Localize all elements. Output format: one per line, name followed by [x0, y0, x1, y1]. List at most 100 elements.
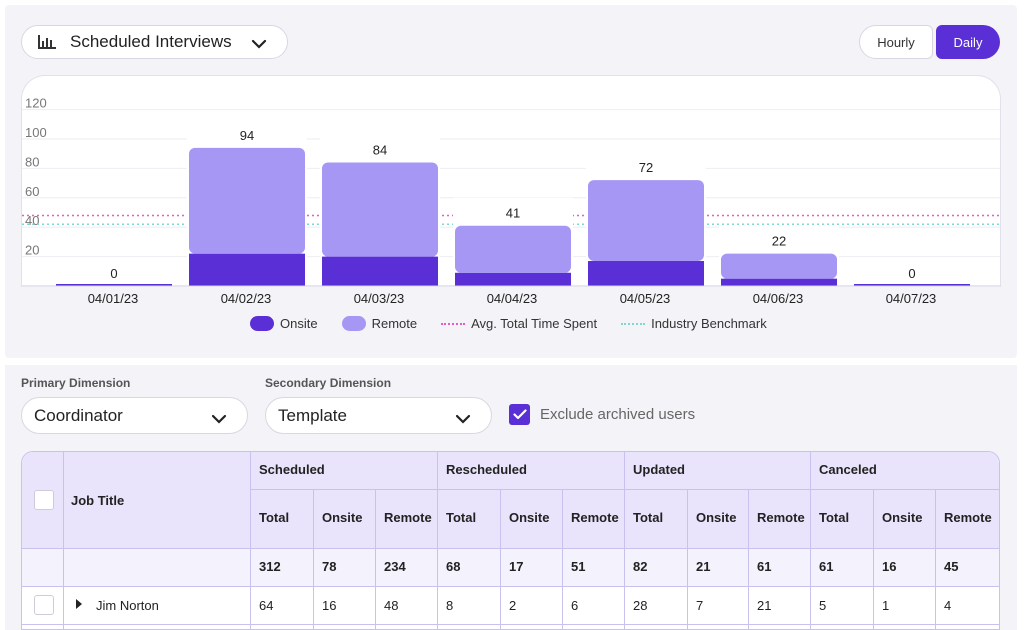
- table-cell: 21: [757, 598, 772, 613]
- job-title-header[interactable]: Job Title: [71, 492, 125, 508]
- row-job-title[interactable]: Jim Norton: [96, 598, 159, 613]
- remote-swatch: [341, 316, 366, 331]
- bar-total-label: 41: [506, 206, 520, 221]
- y-tick-label: 20: [25, 243, 39, 258]
- grid-line: [624, 489, 625, 629]
- group-header-updated: Updated: [633, 462, 685, 477]
- bar-onsite: [455, 272, 571, 286]
- x-tick-label: 04/02/23: [220, 291, 272, 306]
- expand-caret-icon[interactable]: [75, 599, 83, 609]
- totals-cell: 45: [944, 559, 959, 574]
- bar-total-label: 94: [240, 128, 254, 143]
- chevron-down-icon: [211, 409, 227, 429]
- totals-cell: 51: [571, 559, 586, 574]
- totals-cell: 17: [509, 559, 524, 574]
- column-header-remote[interactable]: Remote: [757, 510, 805, 525]
- totals-cell: 61: [757, 559, 772, 574]
- report-type-dropdown[interactable]: Scheduled Interviews: [21, 25, 288, 59]
- secondary-dimension-select[interactable]: Template: [265, 397, 492, 434]
- table-cell: 1: [882, 598, 890, 613]
- legend-remote-label: Remote: [371, 316, 418, 331]
- table-cell: 28: [633, 598, 648, 613]
- bar-empty: [854, 284, 970, 286]
- bar-remote: [721, 253, 837, 279]
- grid-line: [250, 489, 999, 490]
- hourly-toggle[interactable]: Hourly: [859, 25, 933, 59]
- column-header-total[interactable]: Total: [819, 510, 850, 525]
- x-tick-label: 04/06/23: [752, 291, 804, 306]
- column-header-onsite[interactable]: Onsite: [509, 510, 550, 525]
- bar-empty: [56, 284, 172, 286]
- legend-avg: Avg. Total Time Spent: [441, 316, 597, 331]
- daily-toggle[interactable]: Daily: [936, 25, 1000, 59]
- chart-legend: Onsite Remote Avg. Total Time Spent Indu…: [250, 316, 791, 331]
- totals-row: [22, 548, 999, 586]
- select-all-checkbox[interactable]: [34, 490, 54, 510]
- grid-line: [810, 489, 811, 629]
- table-cell: 64: [259, 598, 274, 613]
- column-header-onsite[interactable]: Onsite: [322, 510, 363, 525]
- column-header-total[interactable]: Total: [446, 510, 477, 525]
- x-tick-label: 04/05/23: [619, 291, 671, 306]
- report-table: Job Title Scheduled Rescheduled Updated …: [21, 451, 1000, 630]
- exclude-archived-checkbox[interactable]: Exclude archived users: [509, 404, 695, 425]
- legend-onsite: Onsite: [250, 316, 318, 331]
- table-header: [22, 452, 999, 548]
- column-header-remote[interactable]: Remote: [944, 510, 992, 525]
- checkbox-box: [34, 490, 54, 510]
- bar-total-label: 0: [908, 266, 915, 281]
- y-tick-label: 100: [25, 125, 47, 140]
- grid-line: [437, 452, 438, 548]
- x-tick-label: 04/01/23: [87, 291, 139, 306]
- y-tick-label: 60: [25, 184, 39, 199]
- grid-line: [624, 452, 625, 548]
- grid-line: [63, 452, 64, 629]
- grid-line: [748, 489, 749, 629]
- group-header-rescheduled: Rescheduled: [446, 462, 527, 477]
- table-cell: 4: [944, 598, 952, 613]
- bar-total-label: 0: [110, 266, 117, 281]
- totals-cell: 82: [633, 559, 648, 574]
- totals-cell: 68: [446, 559, 461, 574]
- column-header-total[interactable]: Total: [259, 510, 290, 525]
- totals-cell: 61: [819, 559, 834, 574]
- legend-benchmark: Industry Benchmark: [621, 316, 767, 331]
- totals-cell: 234: [384, 559, 406, 574]
- grid-line: [313, 489, 314, 629]
- grid-line: [375, 489, 376, 629]
- row-checkbox[interactable]: [34, 595, 54, 615]
- group-header-scheduled: Scheduled: [259, 462, 325, 477]
- bar-remote: [322, 162, 438, 257]
- column-header-onsite[interactable]: Onsite: [882, 510, 923, 525]
- table-cell: 5: [819, 598, 827, 613]
- avg-line-swatch: [441, 322, 466, 325]
- table-cell: 48: [384, 598, 399, 613]
- checkbox-box: [34, 595, 54, 615]
- y-tick-label: 80: [25, 154, 39, 169]
- column-header-total[interactable]: Total: [633, 510, 664, 525]
- checkmark-icon: [509, 404, 530, 425]
- secondary-dimension-label: Secondary Dimension: [265, 376, 392, 390]
- primary-dimension-select[interactable]: Coordinator: [21, 397, 248, 434]
- grid-line: [437, 489, 438, 629]
- grid-line: [687, 489, 688, 629]
- bar-total-label: 72: [639, 160, 653, 175]
- bar-onsite: [588, 261, 704, 286]
- totals-cell: 21: [696, 559, 711, 574]
- column-header-remote[interactable]: Remote: [571, 510, 619, 525]
- column-header-onsite[interactable]: Onsite: [696, 510, 737, 525]
- bar-remote: [455, 225, 571, 273]
- group-header-canceled: Canceled: [819, 462, 877, 477]
- x-tick-label: 04/03/23: [353, 291, 405, 306]
- bar-total-label: 84: [373, 143, 387, 158]
- bar-onsite: [721, 278, 837, 286]
- grid-line: [22, 548, 999, 549]
- bar-chart-icon: [38, 35, 56, 49]
- grid-line: [22, 624, 999, 625]
- totals-cell: 312: [259, 559, 281, 574]
- column-header-remote[interactable]: Remote: [384, 510, 432, 525]
- primary-dimension-value: Coordinator: [34, 405, 123, 425]
- grid-line: [935, 489, 936, 629]
- chart-card: 120 100 80 60 40 20 0 94 84 41 72 22 0: [21, 75, 1001, 287]
- x-tick-label: 04/04/23: [486, 291, 538, 306]
